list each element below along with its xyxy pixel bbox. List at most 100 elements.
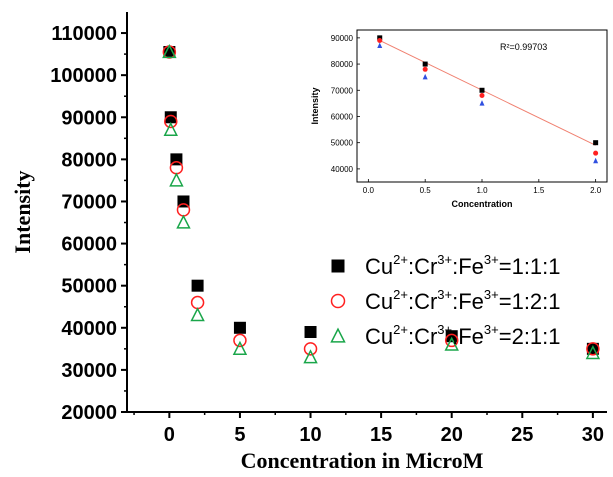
- data-point: [176, 214, 191, 229]
- legend-superscript: 3+: [437, 287, 452, 302]
- fit-line: [379, 40, 596, 146]
- legend-text-part: =1:2:1: [499, 289, 561, 314]
- inset-x-tick-label: 2.0: [590, 186, 602, 195]
- y-tick-label: 80000: [61, 149, 117, 171]
- legend-text-part: :Cr: [408, 254, 437, 279]
- data-point: [303, 349, 318, 364]
- x-tick-label: 20: [441, 424, 463, 446]
- y-tick-label: 60000: [61, 234, 117, 256]
- inset-frame: [356, 29, 608, 183]
- inset-y-tick-label: 60000: [331, 112, 354, 121]
- inset-x-tick-label: 0.0: [363, 186, 375, 195]
- x-tick-label: 30: [582, 424, 604, 446]
- data-point: [303, 342, 318, 356]
- y-tick-label: 20000: [61, 402, 117, 424]
- series-3: [162, 43, 601, 364]
- legend-superscript: 2+: [393, 322, 408, 337]
- legend-marker: [331, 259, 345, 273]
- inset-series-1: [377, 35, 599, 146]
- legend: Cu2+:Cr3+:Fe3+=1:1:1Cu2+:Cr3+:Fe3+=1:2:1…: [330, 252, 561, 349]
- inset-data-point: [593, 140, 599, 146]
- legend-marker: [330, 293, 346, 309]
- data-point: [444, 333, 459, 348]
- legend-text-part: =1:1:1: [499, 254, 561, 279]
- y-tick-label: 30000: [61, 360, 117, 382]
- x-tick-label: 5: [234, 424, 245, 446]
- data-point: [163, 46, 176, 58]
- inset-data-point: [377, 42, 383, 48]
- r-squared-annotation: R²=0.99703: [500, 42, 547, 52]
- y-tick-label: 50000: [61, 276, 117, 298]
- inset-data-point: [593, 157, 599, 164]
- data-point: [169, 172, 184, 187]
- data-point: [191, 279, 204, 292]
- data-point: [232, 340, 248, 355]
- x-tick-label: 15: [370, 424, 392, 446]
- data-point: [586, 342, 600, 356]
- inset-y-tick-label: 50000: [331, 139, 354, 148]
- data-point: [164, 114, 178, 129]
- inset-data-point: [422, 73, 428, 80]
- legend-label: Cu2+:Cr3+:Fe3+=1:1:1: [365, 252, 561, 279]
- data-point: [233, 321, 246, 334]
- main-plot: 20000 30000 40000 50000 60000 70000 80000 90000…: [10, 12, 607, 473]
- data-point: [304, 326, 317, 338]
- legend-label: Cu2+:Cr3+:Fe3+=2:1:1: [365, 322, 561, 349]
- inset-data-point: [377, 35, 383, 41]
- x-axis-title: Concentration in MicroM: [241, 448, 484, 473]
- data-point: [233, 333, 247, 348]
- data-point: [190, 295, 205, 310]
- inset-series-3: [377, 42, 599, 164]
- inset-y-tick-label: 90000: [331, 34, 354, 43]
- inset-data-point: [377, 37, 383, 43]
- data-point: [445, 330, 458, 343]
- legend-text-part: Cu: [365, 254, 393, 279]
- y-tick-label: 40000: [61, 318, 117, 340]
- legend-text-part: :Fe: [452, 289, 484, 314]
- legend-text-part: :Cr: [408, 289, 437, 314]
- data-point: [585, 344, 601, 360]
- legend-text-part: Cu: [365, 289, 393, 314]
- inset-series-2: [377, 37, 599, 156]
- y-tick-label: 110000: [51, 23, 117, 45]
- inset-y-tick-label: 80000: [331, 60, 354, 69]
- legend-text-part: :Cr: [408, 324, 437, 349]
- data-point: [162, 43, 177, 59]
- inset-x-tick-label: 1.0: [476, 186, 488, 195]
- legend-superscript: 3+: [484, 287, 499, 302]
- legend-superscript: 3+: [484, 322, 499, 337]
- data-point: [444, 336, 459, 351]
- inset-data-point: [479, 93, 485, 99]
- inset-data-point: [479, 100, 485, 106]
- legend-superscript: 2+: [393, 252, 408, 267]
- inset-x-tick-label: 0.5: [420, 186, 432, 195]
- x-tick-label: 0: [164, 424, 175, 446]
- y-axis-title: Intensity: [10, 170, 35, 253]
- legend-text-part: Cu: [365, 324, 393, 349]
- legend-superscript: 3+: [437, 322, 452, 337]
- inset-y-axis-title: Intensity: [310, 87, 320, 124]
- inset-plot: 40000 50000 60000 70000 80000 90000 0.0 0.5 1.0 1…: [310, 29, 608, 209]
- inset-data-point: [593, 150, 599, 156]
- legend-text-part: :Fe: [452, 254, 484, 279]
- y-tick-label: 70000: [61, 191, 117, 213]
- inset-x-tick-label: 1.5: [533, 186, 545, 195]
- legend-text-part: :Fe: [452, 324, 484, 349]
- legend-superscript: 3+: [437, 252, 452, 267]
- inset-data-point: [479, 87, 485, 93]
- inset-data-point: [422, 66, 428, 72]
- y-tick-label: 100000: [50, 65, 117, 87]
- x-tick-label: 10: [299, 424, 321, 446]
- y-tick-label: 90000: [61, 107, 117, 129]
- legend-marker: [330, 327, 346, 343]
- data-point: [164, 111, 177, 124]
- legend-superscript: 2+: [393, 287, 408, 302]
- x-tick-label: 25: [511, 424, 533, 446]
- data-point: [190, 307, 205, 322]
- legend-text-part: =2:1:1: [499, 324, 561, 349]
- inset-x-axis-title: Concentration: [451, 199, 512, 209]
- inset-data-point: [422, 61, 428, 67]
- inset-y-tick-label: 70000: [331, 86, 354, 95]
- legend-superscript: 3+: [484, 252, 499, 267]
